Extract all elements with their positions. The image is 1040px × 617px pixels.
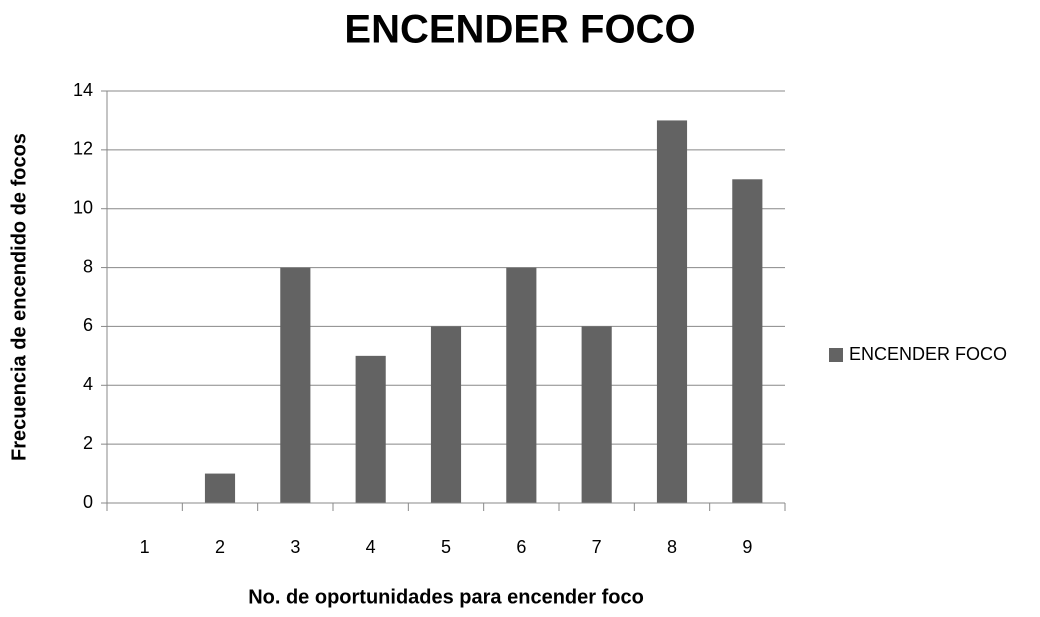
legend-label: ENCENDER FOCO: [849, 344, 1007, 364]
bar: [430, 326, 462, 503]
legend-swatch: [829, 348, 843, 362]
x-axis-label: No. de oportunidades para encender foco: [248, 586, 644, 608]
y-axis-label: Frecuencia de encendido de focos: [8, 133, 30, 461]
bar: [280, 267, 311, 503]
x-tick-label: 4: [366, 537, 376, 557]
bar: [355, 355, 386, 503]
y-tick-label: 12: [73, 139, 93, 159]
x-tick-label: 1: [140, 537, 150, 557]
bar: [656, 120, 688, 503]
x-tick-label: 3: [290, 537, 300, 557]
y-tick-label: 2: [83, 433, 93, 453]
y-tick-label: 10: [73, 197, 93, 217]
x-tick-label: 7: [592, 537, 602, 557]
chart-title: ENCENDER FOCO: [344, 8, 695, 52]
x-tick-label: 5: [441, 537, 451, 557]
bar: [506, 267, 537, 503]
x-tick-label: 8: [667, 537, 677, 557]
x-tick-label: 9: [742, 537, 752, 557]
x-tick-label: 2: [215, 537, 225, 557]
y-tick-label: 8: [83, 256, 93, 276]
x-tick-label: 6: [516, 537, 526, 557]
bar: [732, 179, 763, 504]
y-tick-label: 0: [83, 492, 93, 512]
y-tick-label: 4: [83, 374, 93, 394]
bar: [581, 326, 612, 503]
bar: [204, 473, 236, 503]
y-tick-label: 6: [83, 315, 93, 335]
y-tick-label: 14: [73, 80, 93, 100]
